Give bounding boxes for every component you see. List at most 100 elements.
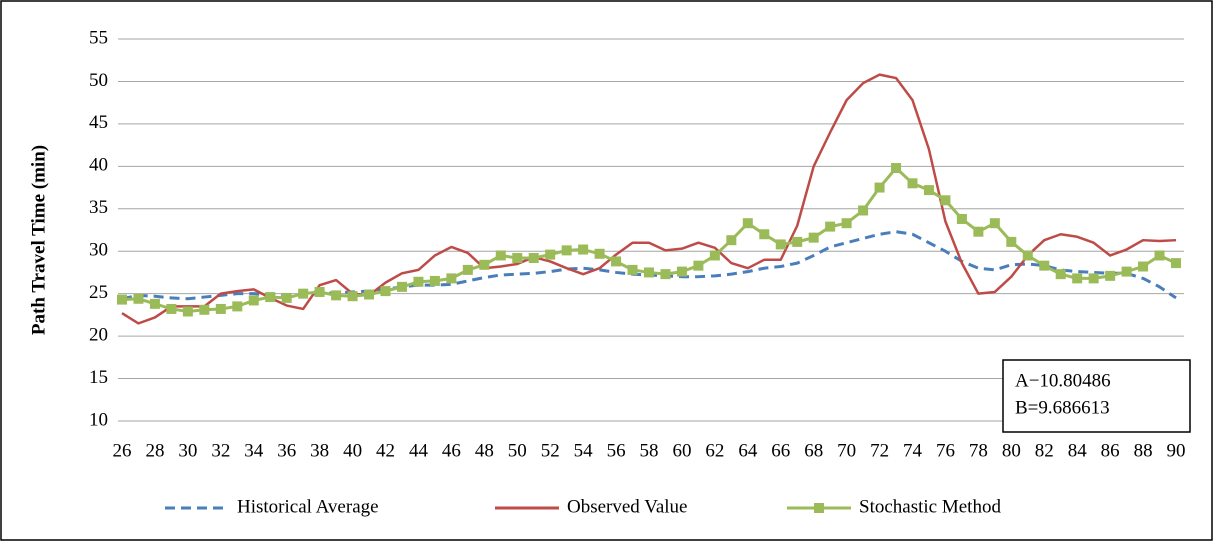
x-tick-label: 30 [178,440,197,461]
y-tick-label: 50 [89,70,108,91]
y-tick-label: 10 [89,409,108,430]
series-marker [709,250,720,261]
series-marker [545,249,556,260]
series-marker [973,226,984,237]
x-tick-label: 56 [607,440,626,461]
series-marker [248,295,259,306]
y-tick-label: 20 [89,324,108,345]
series-marker [726,235,737,246]
series-marker [364,289,375,300]
series-marker [923,185,934,196]
series-marker [676,266,687,277]
x-tick-label: 74 [903,440,923,461]
series-marker [1022,250,1033,261]
y-tick-label: 45 [89,112,108,133]
series-marker [1088,273,1099,284]
x-tick-label: 84 [1068,440,1088,461]
x-tick-label: 82 [1035,440,1054,461]
series-marker [1006,236,1017,247]
x-tick-label: 32 [211,440,230,461]
series-marker [561,245,572,256]
series-marker [891,163,902,174]
series-marker [149,298,160,309]
series-marker [462,264,473,275]
y-tick-label: 40 [89,155,108,176]
x-tick-label: 66 [771,440,790,461]
series-marker [594,248,605,259]
series-marker [232,301,243,312]
x-tick-label: 50 [508,440,527,461]
x-tick-label: 80 [1002,440,1021,461]
x-tick-label: 58 [640,440,659,461]
series-marker [199,304,210,315]
legend-label: Observed Value [567,496,687,517]
series-marker [528,253,539,264]
series-line [121,73,1177,325]
series-marker [182,306,193,317]
series-marker [298,288,309,299]
series-marker [1154,250,1165,261]
series-marker [907,178,918,189]
series-marker [874,182,885,193]
series-marker [281,292,292,303]
x-tick-label: 40 [343,440,362,461]
series-marker [940,195,951,206]
series-marker [808,232,819,243]
series-marker [578,244,589,255]
x-tick-label: 62 [705,440,724,461]
series-marker [133,293,144,304]
series-marker [1138,261,1149,272]
x-tick-label: 38 [310,440,329,461]
series-marker [446,273,457,284]
legend-marker [814,503,824,513]
series-marker [858,205,869,216]
series-marker [1105,270,1116,281]
x-tick-label: 48 [475,440,494,461]
series-marker [117,294,127,305]
y-tick-label: 30 [89,240,108,261]
series-marker [611,256,622,267]
x-tick-label: 26 [113,440,132,461]
x-tick-label: 68 [804,440,823,461]
series-marker [742,218,753,229]
x-tick-label: 64 [738,440,758,461]
series-marker [660,269,671,280]
x-tick-label: 90 [1167,440,1186,461]
series-marker [495,250,506,261]
series-marker [1039,260,1050,271]
series-marker [792,236,803,247]
series-marker [215,303,226,314]
annotation-text: B=9.686613 [1015,397,1110,418]
x-tick-label: 42 [376,440,395,461]
series-marker [775,239,786,250]
series-marker [1121,266,1132,277]
series-marker [841,218,852,229]
y-tick-label: 35 [89,197,108,218]
x-tick-label: 86 [1101,440,1120,461]
annotation-text: A−10.80486 [1015,370,1111,391]
series-marker [759,229,770,240]
series-marker [331,290,342,301]
series-marker [347,291,358,302]
y-tick-label: 15 [89,367,108,388]
series-marker [956,213,967,224]
x-tick-label: 70 [837,440,856,461]
x-tick-label: 36 [277,440,296,461]
series-marker [314,286,325,297]
series-marker [1171,258,1181,269]
x-tick-label: 76 [936,440,955,461]
x-tick-label: 54 [574,440,594,461]
series-marker [512,253,523,264]
x-tick-label: 28 [145,440,164,461]
x-tick-label: 78 [969,440,988,461]
x-tick-label: 34 [244,440,264,461]
x-tick-label: 60 [672,440,691,461]
y-axis-label: Path Travel Time (min) [28,145,49,335]
series-marker [265,292,276,303]
y-tick-label: 55 [89,27,108,48]
series-marker [989,218,1000,229]
series-marker [825,221,836,232]
x-tick-label: 46 [442,440,461,461]
series-marker [479,259,490,270]
